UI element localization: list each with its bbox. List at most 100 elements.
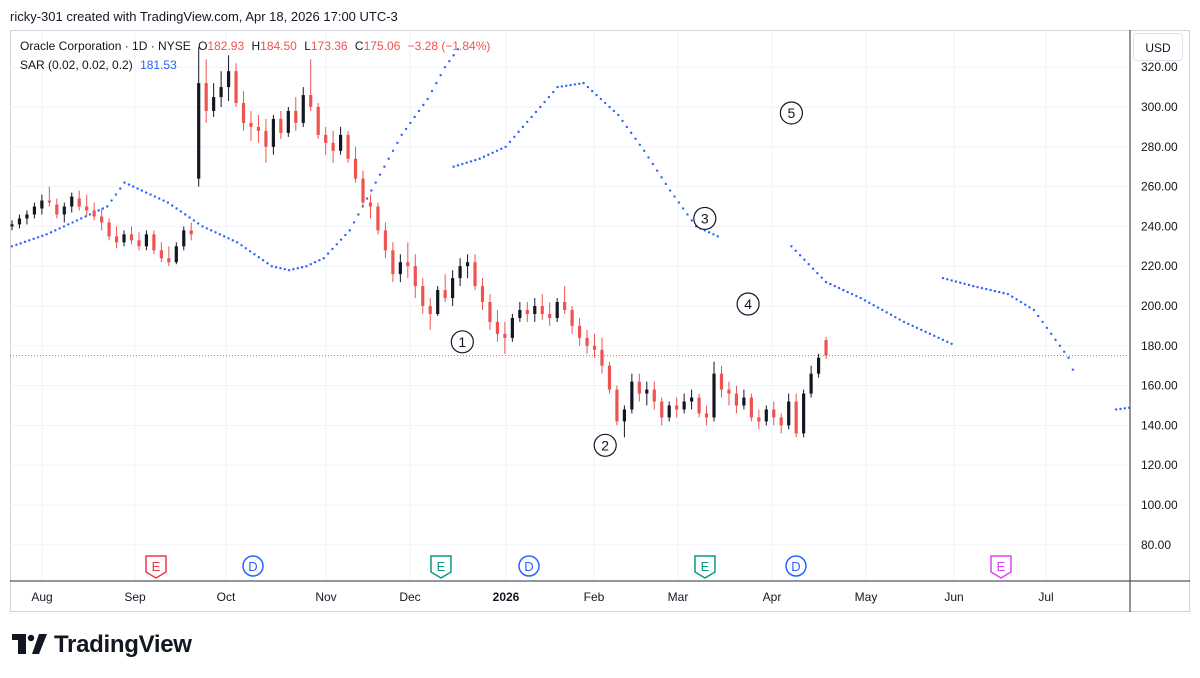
candle-body[interactable] bbox=[607, 365, 612, 390]
candle-body[interactable] bbox=[271, 118, 275, 147]
candle-body[interactable] bbox=[241, 103, 246, 123]
candle-body[interactable] bbox=[204, 83, 208, 111]
candle-body[interactable] bbox=[406, 262, 410, 267]
candle-body[interactable] bbox=[152, 234, 156, 251]
candle-body[interactable] bbox=[428, 306, 432, 314]
candle-body[interactable] bbox=[346, 134, 350, 159]
candle-body[interactable] bbox=[548, 313, 552, 318]
candle-body[interactable] bbox=[137, 240, 141, 247]
dividend-marker[interactable] bbox=[518, 555, 540, 577]
candle-body[interactable] bbox=[391, 250, 395, 275]
candle-body[interactable] bbox=[682, 401, 686, 410]
candle-body[interactable] bbox=[368, 202, 373, 207]
candle-body[interactable] bbox=[727, 389, 731, 394]
currency-button[interactable]: USD bbox=[1133, 33, 1183, 61]
candle-body[interactable] bbox=[234, 71, 238, 104]
candle-body[interactable] bbox=[622, 409, 626, 422]
candle-body[interactable] bbox=[107, 222, 111, 237]
candle-body[interactable] bbox=[458, 266, 462, 279]
candle-body[interactable] bbox=[749, 397, 753, 418]
candle-body[interactable] bbox=[600, 349, 604, 366]
candle-body[interactable] bbox=[167, 258, 171, 263]
candle-body[interactable] bbox=[62, 206, 66, 215]
tradingview-logo[interactable]: TradingView bbox=[12, 631, 192, 658]
candle-body[interactable] bbox=[331, 142, 335, 151]
candle-body[interactable] bbox=[413, 266, 417, 287]
candle-body[interactable] bbox=[757, 417, 761, 422]
candle-body[interactable] bbox=[77, 198, 81, 207]
candle-body[interactable] bbox=[630, 381, 634, 410]
candle-body[interactable] bbox=[17, 218, 22, 225]
candle-body[interactable] bbox=[182, 230, 186, 247]
candle-body[interactable] bbox=[451, 278, 455, 299]
earnings-marker[interactable] bbox=[430, 555, 452, 579]
candle-body[interactable] bbox=[660, 401, 664, 418]
candle-body[interactable] bbox=[577, 325, 582, 338]
wave-label-circle[interactable] bbox=[779, 101, 804, 125]
candle-body[interactable] bbox=[226, 71, 231, 88]
candle-body[interactable] bbox=[286, 110, 290, 133]
candle-body[interactable] bbox=[742, 397, 746, 406]
candle-body[interactable] bbox=[585, 337, 589, 346]
candle-body[interactable] bbox=[383, 230, 388, 251]
candle-body[interactable] bbox=[398, 262, 402, 275]
candle-body[interactable] bbox=[824, 339, 828, 356]
candle-body[interactable] bbox=[704, 413, 709, 418]
candle-body[interactable] bbox=[802, 393, 806, 434]
candle-body[interactable] bbox=[264, 130, 268, 147]
candle-body[interactable] bbox=[555, 302, 559, 318]
candle-body[interactable] bbox=[212, 97, 216, 111]
candle-body[interactable] bbox=[421, 286, 425, 306]
candle-body[interactable] bbox=[32, 206, 37, 215]
candle-body[interactable] bbox=[279, 118, 283, 133]
candle-body[interactable] bbox=[772, 409, 776, 418]
candle-body[interactable] bbox=[563, 302, 567, 310]
candle-body[interactable] bbox=[495, 321, 500, 334]
wave-label-circle[interactable] bbox=[736, 292, 760, 316]
candle-body[interactable] bbox=[637, 381, 641, 394]
candle-body[interactable] bbox=[376, 206, 380, 231]
candle-body[interactable] bbox=[473, 262, 477, 287]
dividend-marker[interactable] bbox=[242, 555, 264, 577]
candle-body[interactable] bbox=[70, 196, 74, 207]
candle-body[interactable] bbox=[615, 389, 619, 422]
candle-body[interactable] bbox=[510, 317, 514, 338]
candle-body[interactable] bbox=[675, 405, 679, 410]
candle-body[interactable] bbox=[256, 126, 261, 131]
candle-body[interactable] bbox=[809, 373, 813, 394]
candle-body[interactable] bbox=[764, 409, 768, 422]
candle-body[interactable] bbox=[85, 206, 89, 211]
candle-body[interactable] bbox=[697, 397, 701, 414]
candle-body[interactable] bbox=[219, 87, 223, 98]
candle-body[interactable] bbox=[144, 234, 149, 247]
candle-body[interactable] bbox=[645, 389, 649, 394]
candle-body[interactable] bbox=[301, 95, 305, 123]
candle-body[interactable] bbox=[488, 302, 492, 322]
candle-body[interactable] bbox=[361, 178, 365, 203]
candle-body[interactable] bbox=[129, 234, 134, 241]
candle-body[interactable] bbox=[533, 306, 537, 314]
candle-body[interactable] bbox=[787, 401, 791, 426]
candle-body[interactable] bbox=[316, 107, 320, 135]
candle-body[interactable] bbox=[92, 210, 96, 217]
candle-body[interactable] bbox=[40, 200, 44, 209]
candle-body[interactable] bbox=[518, 309, 522, 318]
candle-body[interactable] bbox=[503, 333, 507, 338]
candle-body[interactable] bbox=[652, 389, 656, 402]
candle-body[interactable] bbox=[690, 397, 694, 402]
candle-body[interactable] bbox=[465, 262, 470, 267]
candle-body[interactable] bbox=[339, 134, 343, 151]
candle-body[interactable] bbox=[794, 401, 798, 434]
candle-body[interactable] bbox=[570, 309, 574, 326]
candle-body[interactable] bbox=[592, 345, 597, 350]
candle-body[interactable] bbox=[122, 234, 126, 243]
candle-body[interactable] bbox=[816, 357, 821, 374]
earnings-marker[interactable] bbox=[694, 555, 716, 579]
candle-body[interactable] bbox=[443, 290, 447, 299]
candle-body[interactable] bbox=[159, 250, 163, 259]
wave-label-circle[interactable] bbox=[450, 330, 474, 354]
candle-body[interactable] bbox=[480, 286, 485, 303]
candle-body[interactable] bbox=[197, 83, 201, 179]
candle-body[interactable] bbox=[734, 393, 739, 406]
wave-label-circle[interactable] bbox=[693, 206, 717, 231]
